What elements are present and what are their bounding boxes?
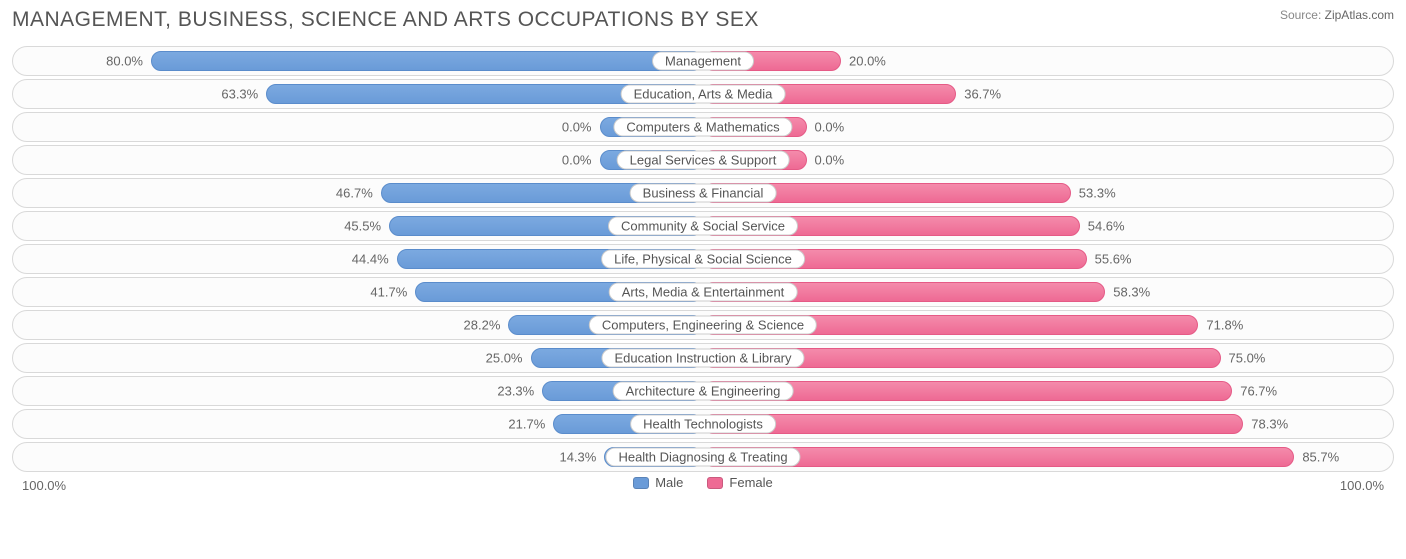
female-pct-label: 20.0% — [849, 54, 886, 69]
male-pct-label: 41.7% — [370, 285, 407, 300]
legend-female: Female — [707, 475, 772, 490]
male-pct-label: 45.5% — [344, 219, 381, 234]
source-value: ZipAtlas.com — [1325, 8, 1394, 22]
female-half: 36.7% — [703, 80, 1393, 108]
chart-row: 28.2% 71.8% Computers, Engineering & Scien… — [12, 310, 1394, 340]
female-bar — [703, 414, 1243, 434]
legend-female-swatch — [707, 477, 723, 489]
category-pill: Computers & Mathematics — [613, 118, 792, 137]
female-half: 53.3% — [703, 179, 1393, 207]
category-pill: Community & Social Service — [608, 217, 798, 236]
chart-header: MANAGEMENT, BUSINESS, SCIENCE AND ARTS O… — [12, 8, 1394, 32]
male-half: 44.4% — [13, 245, 703, 273]
female-pct-label: 53.3% — [1079, 186, 1116, 201]
male-pct-label: 0.0% — [562, 120, 592, 135]
female-half: 55.6% — [703, 245, 1393, 273]
female-half: 58.3% — [703, 278, 1393, 306]
female-pct-label: 75.0% — [1229, 351, 1266, 366]
chart-title: MANAGEMENT, BUSINESS, SCIENCE AND ARTS O… — [12, 8, 759, 32]
male-half: 25.0% — [13, 344, 703, 372]
female-half: 76.7% — [703, 377, 1393, 405]
legend-male: Male — [633, 475, 683, 490]
chart-row: 44.4% 55.6% Life, Physical & Social Scienc… — [12, 244, 1394, 274]
category-pill: Arts, Media & Entertainment — [609, 283, 798, 302]
female-pct-label: 71.8% — [1206, 318, 1243, 333]
chart-row: 46.7% 53.3% Business & Financial — [12, 178, 1394, 208]
category-pill: Computers, Engineering & Science — [589, 316, 817, 335]
occupations-by-sex-chart: MANAGEMENT, BUSINESS, SCIENCE AND ARTS O… — [0, 0, 1406, 559]
female-pct-label: 0.0% — [815, 153, 845, 168]
category-pill: Education Instruction & Library — [601, 349, 804, 368]
male-pct-label: 63.3% — [221, 87, 258, 102]
male-half: 0.0% — [13, 113, 703, 141]
female-half: 54.6% — [703, 212, 1393, 240]
chart-row: 23.3% 76.7% Architecture & Engineering — [12, 376, 1394, 406]
category-pill: Health Diagnosing & Treating — [605, 448, 800, 467]
category-pill: Life, Physical & Social Science — [601, 250, 805, 269]
source-label: Source: — [1280, 8, 1321, 22]
female-pct-label: 58.3% — [1113, 285, 1150, 300]
male-pct-label: 80.0% — [106, 54, 143, 69]
axis-left-label: 100.0% — [22, 478, 66, 493]
female-half: 0.0% — [703, 113, 1393, 141]
female-half: 78.3% — [703, 410, 1393, 438]
male-half: 63.3% — [13, 80, 703, 108]
chart-row: 0.0% 0.0% Computers & Mathematics — [12, 112, 1394, 142]
chart-row: 14.3% 85.7% Health Diagnosing & Treating — [12, 442, 1394, 472]
category-pill: Health Technologists — [630, 415, 776, 434]
chart-row: 41.7% 58.3% Arts, Media & Entertainment — [12, 277, 1394, 307]
category-pill: Architecture & Engineering — [613, 382, 794, 401]
female-half: 0.0% — [703, 146, 1393, 174]
male-pct-label: 25.0% — [486, 351, 523, 366]
male-half: 23.3% — [13, 377, 703, 405]
female-pct-label: 85.7% — [1302, 450, 1339, 465]
male-half: 14.3% — [13, 443, 703, 471]
male-half: 45.5% — [13, 212, 703, 240]
legend-male-swatch — [633, 477, 649, 489]
male-half: 46.7% — [13, 179, 703, 207]
female-pct-label: 0.0% — [815, 120, 845, 135]
legend-female-label: Female — [729, 475, 772, 490]
male-half: 21.7% — [13, 410, 703, 438]
chart-row: 25.0% 75.0% Education Instruction & Librar… — [12, 343, 1394, 373]
chart-row: 21.7% 78.3% Health Technologists — [12, 409, 1394, 439]
male-pct-label: 46.7% — [336, 186, 373, 201]
chart-rows: 80.0% 20.0% Management 63.3% 36.7% Education,… — [12, 46, 1394, 472]
male-pct-label: 14.3% — [559, 450, 596, 465]
male-pct-label: 28.2% — [464, 318, 501, 333]
female-half: 20.0% — [703, 47, 1393, 75]
male-pct-label: 0.0% — [562, 153, 592, 168]
female-pct-label: 78.3% — [1251, 417, 1288, 432]
male-pct-label: 21.7% — [508, 417, 545, 432]
male-half: 80.0% — [13, 47, 703, 75]
female-half: 85.7% — [703, 443, 1393, 471]
category-pill: Management — [652, 52, 754, 71]
chart-row: 0.0% 0.0% Legal Services & Support — [12, 145, 1394, 175]
chart-row: 45.5% 54.6% Community & Social Service — [12, 211, 1394, 241]
male-pct-label: 23.3% — [497, 384, 534, 399]
legend-male-label: Male — [655, 475, 683, 490]
male-pct-label: 44.4% — [352, 252, 389, 267]
female-pct-label: 54.6% — [1088, 219, 1125, 234]
chart-row: 80.0% 20.0% Management — [12, 46, 1394, 76]
category-pill: Business & Financial — [630, 184, 777, 203]
category-pill: Legal Services & Support — [617, 151, 790, 170]
female-half: 75.0% — [703, 344, 1393, 372]
chart-source: Source: ZipAtlas.com — [1280, 8, 1394, 24]
male-bar — [151, 51, 703, 71]
category-pill: Education, Arts & Media — [621, 85, 786, 104]
axis-right-label: 100.0% — [1340, 478, 1384, 493]
female-pct-label: 36.7% — [964, 87, 1001, 102]
chart-legend: Male Female — [12, 475, 1394, 490]
male-half: 41.7% — [13, 278, 703, 306]
female-pct-label: 55.6% — [1095, 252, 1132, 267]
female-pct-label: 76.7% — [1240, 384, 1277, 399]
chart-row: 63.3% 36.7% Education, Arts & Media — [12, 79, 1394, 109]
male-half: 0.0% — [13, 146, 703, 174]
